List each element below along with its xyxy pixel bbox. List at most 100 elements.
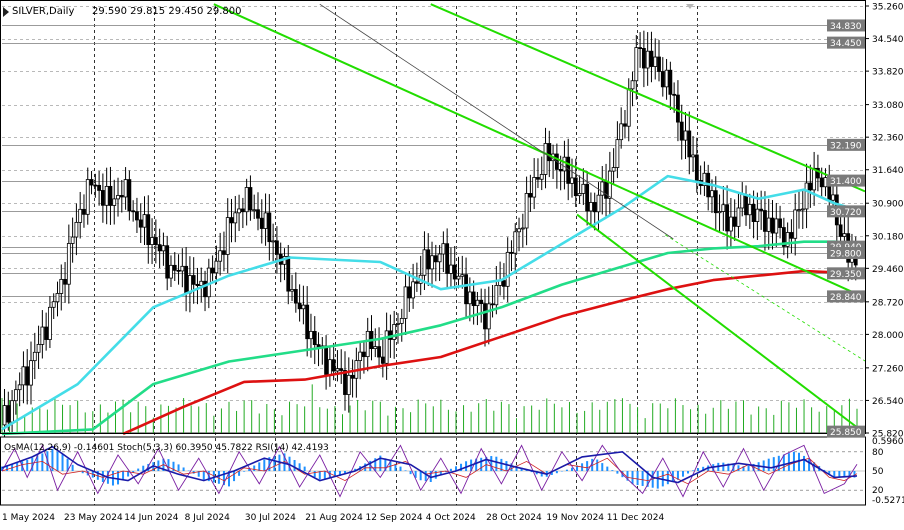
- candle-body: [17, 384, 22, 391]
- candle-body: [808, 182, 813, 191]
- level-label: 34.830: [830, 22, 862, 32]
- candle-body: [358, 351, 363, 361]
- candle-body: [691, 154, 695, 158]
- level-label-box: [827, 246, 865, 259]
- price-tick-label: 26.540: [872, 397, 904, 407]
- level-label-box: [827, 290, 865, 303]
- candle-body: [116, 195, 120, 200]
- time-label: 11 Dec 2024: [607, 513, 665, 523]
- trend-lines[interactable]: [213, 3, 866, 435]
- candle-body: [365, 330, 370, 358]
- level-label-box: [827, 205, 865, 218]
- trend-line: [319, 3, 674, 240]
- oscillator-panel: [1, 444, 865, 498]
- time-label: 8 Jul 2024: [185, 513, 230, 523]
- candle-body: [104, 185, 109, 206]
- candle-body: [248, 187, 253, 211]
- candle-body: [831, 194, 835, 201]
- price-pane-border: [0, 0, 866, 434]
- candle-body: [51, 301, 56, 308]
- level-label: 29.350: [830, 270, 862, 280]
- candle-body: [380, 356, 385, 364]
- candle-body: [623, 123, 627, 127]
- candle-body: [676, 94, 680, 123]
- candle-body: [464, 274, 468, 305]
- candle-body: [449, 264, 453, 274]
- candle-body: [467, 291, 472, 305]
- candle-body: [536, 177, 540, 180]
- candle-body: [710, 190, 714, 198]
- collapse-arrow-icon[interactable]: [3, 7, 9, 17]
- moving-average-line: [122, 269, 858, 436]
- candle-body: [161, 245, 166, 252]
- candle-body: [838, 224, 843, 237]
- osc-scale-label: 50: [872, 467, 884, 477]
- candle-body: [604, 181, 608, 199]
- price-tick-label: 35.260: [872, 3, 904, 13]
- candle-body: [819, 177, 824, 188]
- candle-body: [456, 275, 461, 280]
- candle-body: [312, 330, 317, 345]
- candle-body: [36, 343, 41, 353]
- candle-body: [59, 278, 64, 294]
- candle-body: [785, 232, 790, 247]
- shift-marker-icon[interactable]: [686, 4, 694, 9]
- candle-body: [452, 264, 457, 280]
- candle-body: [566, 156, 571, 184]
- candle-body: [74, 221, 79, 238]
- osc-scale-label: -0.5271: [872, 496, 904, 506]
- candle-body: [146, 214, 151, 246]
- candle-body: [172, 264, 177, 271]
- level-label: 31.400: [830, 177, 862, 187]
- candle-body: [562, 156, 567, 172]
- candle-body: [169, 264, 173, 279]
- stoch-signal-line: [1, 457, 858, 485]
- candle-body: [732, 216, 737, 227]
- candle-body: [350, 374, 355, 379]
- candle-body: [793, 209, 798, 239]
- candle-body: [32, 351, 37, 362]
- candle-body: [176, 269, 181, 272]
- time-label: 28 Oct 2024: [486, 513, 542, 523]
- candle-body: [78, 208, 83, 223]
- level-label: 28.840: [830, 293, 862, 303]
- candle-body: [82, 208, 86, 215]
- candle-body: [475, 299, 480, 307]
- candle-body: [275, 240, 279, 255]
- candle-body: [573, 177, 578, 197]
- candle-body: [528, 193, 533, 198]
- time-axis: 1 May 2024 23 May 2024 14 Jun 2024 8 Jul 20…: [2, 513, 664, 523]
- candle-body: [426, 249, 431, 270]
- candle-body: [649, 50, 654, 67]
- candle-body: [89, 179, 94, 186]
- candle-body: [252, 209, 257, 212]
- candle-body: [377, 346, 381, 358]
- candle-body: [44, 326, 49, 340]
- price-axis: 35.260 34.540 33.820 33.080 32.360 31.640 30.9…: [827, 3, 904, 506]
- candle-body: [203, 280, 207, 298]
- candle-body: [63, 278, 67, 285]
- candle-body: [759, 208, 764, 211]
- candle-body: [581, 183, 586, 194]
- chart-header: SILVER,Daily 29.590 29.815 29.450 29.800: [3, 4, 694, 17]
- price-tick-label: 25.820: [872, 430, 904, 440]
- candle-body: [615, 139, 620, 168]
- candle-body: [108, 185, 113, 206]
- candle-body: [195, 283, 200, 287]
- candle-body: [138, 219, 143, 228]
- candle-body: [479, 299, 484, 305]
- rsi-line: [1, 445, 858, 484]
- candle-body: [577, 193, 582, 197]
- candle-body: [267, 212, 272, 243]
- moving-average-line: [1, 174, 858, 431]
- candle-body: [543, 143, 548, 175]
- candle-body: [513, 231, 518, 254]
- candle-body: [6, 405, 11, 423]
- candle-body: [490, 303, 495, 306]
- candle-body: [585, 183, 590, 212]
- candle-body: [721, 204, 726, 212]
- stoch-main-line: [1, 444, 858, 498]
- candle-body: [142, 214, 147, 228]
- candle-body: [679, 121, 684, 141]
